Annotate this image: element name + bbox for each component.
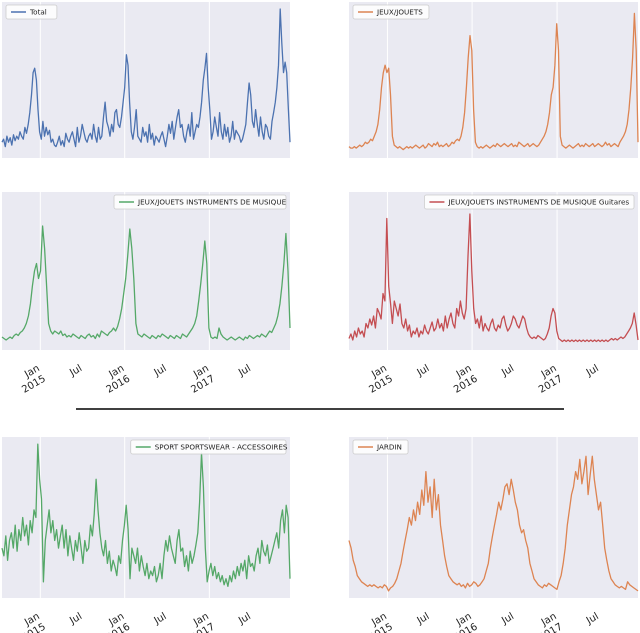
legend: Total xyxy=(5,4,58,20)
legend-box xyxy=(352,4,430,20)
legend-label: JARDIN xyxy=(376,443,402,452)
series-line xyxy=(1,8,291,148)
x-tick-label: Jul xyxy=(499,363,516,379)
x-tick-label: Jul xyxy=(67,363,84,379)
x-tick-label: Jul xyxy=(236,611,253,627)
legend-box xyxy=(130,439,287,455)
x-tick-label-line: 2016 xyxy=(452,621,480,633)
x-tick-label-line: Jul xyxy=(236,611,253,627)
legend: JARDIN xyxy=(352,439,409,455)
plot-background xyxy=(2,192,290,350)
legend-label: JEUX/JOUETS INSTRUMENTS DE MUSIQUE xyxy=(137,198,287,207)
series-line xyxy=(348,455,639,592)
x-tick-label: Jan2015 xyxy=(361,611,395,633)
legend: JEUX/JOUETS INSTRUMENTS DE MUSIQUE Guita… xyxy=(424,194,635,210)
x-tick-label: Jan2015 xyxy=(14,611,48,633)
x-tick-label-line: 2016 xyxy=(105,621,133,633)
x-tick-label: Jul xyxy=(152,611,169,627)
x-tick-label-line: 2015 xyxy=(367,621,395,633)
x-tick-label: Jan2015 xyxy=(361,363,395,396)
plot-background xyxy=(349,2,638,158)
x-tick-label: Jan2016 xyxy=(446,611,480,633)
x-tick-label-line: 2017 xyxy=(189,621,217,633)
x-tick-label-line: Jul xyxy=(67,611,84,627)
x-tick-label: Jul xyxy=(584,363,601,379)
legend-label: SPORT SPORTSWEAR - ACCESSOIRES xyxy=(155,443,288,452)
x-tick-label-line: 2015 xyxy=(20,621,48,633)
legend-label: JEUX/JOUETS INSTRUMENTS DE MUSIQUE Guita… xyxy=(447,198,629,207)
legend: JEUX/JOUETS xyxy=(352,4,430,20)
chart-panel-5: SPORT SPORTSWEAR - ACCESSOIRES Jan2015 Jul… xyxy=(1,437,291,633)
x-tick-label-line: Jul xyxy=(415,363,432,379)
x-tick-label: Jan2017 xyxy=(183,363,217,396)
x-tick-label-line: Jul xyxy=(415,611,432,627)
x-tick-label: Jul xyxy=(415,611,432,627)
legend-label: JEUX/JOUETS xyxy=(376,8,423,17)
x-tick-label-line: Jul xyxy=(152,363,169,379)
x-tick-label-line: Jul xyxy=(499,363,516,379)
legend-box xyxy=(5,4,58,20)
x-tick-label: Jan2017 xyxy=(531,611,565,633)
x-tick-label: Jul xyxy=(152,363,169,379)
chart-panel-1: Total xyxy=(1,2,291,158)
legend-box xyxy=(424,194,635,210)
legend-box xyxy=(352,439,409,455)
x-tick-label: Jul xyxy=(499,611,516,627)
chart-panel-2: JEUX/JOUETS xyxy=(348,2,639,158)
series-line xyxy=(1,225,291,341)
x-tick-label: Jul xyxy=(236,363,253,379)
series-line xyxy=(348,213,639,343)
x-tick-label-line: 2017 xyxy=(537,621,565,633)
x-tick-label: Jul xyxy=(584,611,601,627)
legend: JEUX/JOUETS INSTRUMENTS DE MUSIQUE xyxy=(113,194,287,210)
legend: SPORT SPORTSWEAR - ACCESSOIRES xyxy=(130,439,288,455)
x-tick-label: Jan2015 xyxy=(14,363,48,396)
chart-panel-4: JEUX/JOUETS INSTRUMENTS DE MUSIQUE Guita… xyxy=(348,192,639,396)
x-tick-label-line: Jul xyxy=(584,363,601,379)
x-tick-label: Jan2016 xyxy=(446,363,480,396)
x-tick-label-line: Jul xyxy=(584,611,601,627)
x-tick-label-line: Jul xyxy=(499,611,516,627)
x-tick-label: Jul xyxy=(415,363,432,379)
x-tick-label-line: Jul xyxy=(152,611,169,627)
x-tick-label: Jan2017 xyxy=(183,611,217,633)
legend-box xyxy=(113,194,287,210)
x-tick-label: Jan2016 xyxy=(99,611,133,633)
x-tick-label: Jul xyxy=(67,611,84,627)
x-tick-label: Jan2017 xyxy=(531,363,565,396)
x-tick-label-line: Jul xyxy=(236,363,253,379)
series-line xyxy=(1,443,291,588)
x-tick-label: Jan2016 xyxy=(99,363,133,396)
series-line xyxy=(348,12,639,151)
x-tick-label-line: Jul xyxy=(67,363,84,379)
plot-background xyxy=(349,437,638,598)
legend-label: Total xyxy=(29,8,47,17)
chart-panel-6: JARDIN Jan2015 Jul Jan2016 Jul Jan2017 Jul xyxy=(348,437,639,633)
chart-panel-3: JEUX/JOUETS INSTRUMENTS DE MUSIQUE Jan201… xyxy=(1,192,291,396)
